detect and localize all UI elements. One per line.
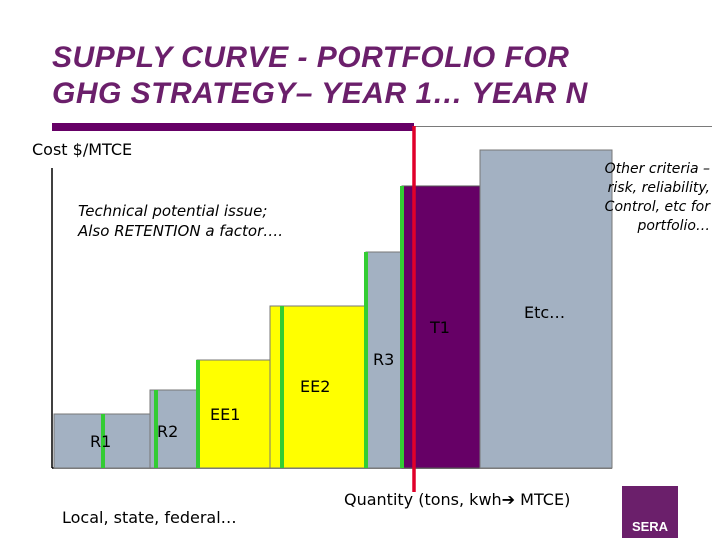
other-criteria-line4: portfolio… bbox=[637, 218, 710, 234]
block-label-r3: R3 bbox=[373, 350, 395, 369]
technical-note: Technical potential issue; Also RETENTION… bbox=[78, 201, 283, 241]
title-accent-bar bbox=[52, 123, 414, 131]
other-criteria-line1: Other criteria – bbox=[604, 161, 710, 177]
slide-title: SUPPLY CURVE - PORTFOLIO FOR GHG STRATEG… bbox=[52, 40, 712, 112]
x-axis-label: Quantity (tons, kwh➔ MTCE) bbox=[344, 490, 571, 509]
y-axis-label: Cost $/MTCE bbox=[32, 140, 133, 159]
block-label-t1: T1 bbox=[430, 318, 450, 337]
block-label-etc: Etc… bbox=[524, 303, 566, 322]
block-ee1 bbox=[196, 359, 283, 469]
sera-logo: SERA bbox=[622, 486, 678, 538]
block-etc bbox=[479, 149, 613, 469]
block-label-r1: R1 bbox=[90, 432, 112, 451]
footer-note: Local, state, federal… bbox=[62, 508, 237, 527]
block-label-ee1: EE1 bbox=[210, 405, 241, 424]
block-label-r2: R2 bbox=[157, 422, 179, 441]
block-label-ee2: EE2 bbox=[300, 377, 331, 396]
sera-logo-text: SERA bbox=[631, 519, 669, 534]
other-criteria-note: Other criteria – risk, reliability, Contro… bbox=[570, 160, 710, 236]
technical-note-line2: Also RETENTION a factor…. bbox=[78, 222, 284, 240]
other-criteria-line3: Control, etc for bbox=[604, 199, 710, 215]
slide-title-line2: GHG STRATEGY– YEAR 1… YEAR N bbox=[52, 77, 588, 110]
block-ee2 bbox=[269, 305, 367, 469]
technical-note-line1: Technical potential issue; bbox=[78, 202, 268, 220]
block-r3 bbox=[365, 251, 403, 469]
other-criteria-line2: risk, reliability, bbox=[607, 180, 710, 196]
slide-title-line1: SUPPLY CURVE - PORTFOLIO FOR bbox=[52, 41, 570, 74]
